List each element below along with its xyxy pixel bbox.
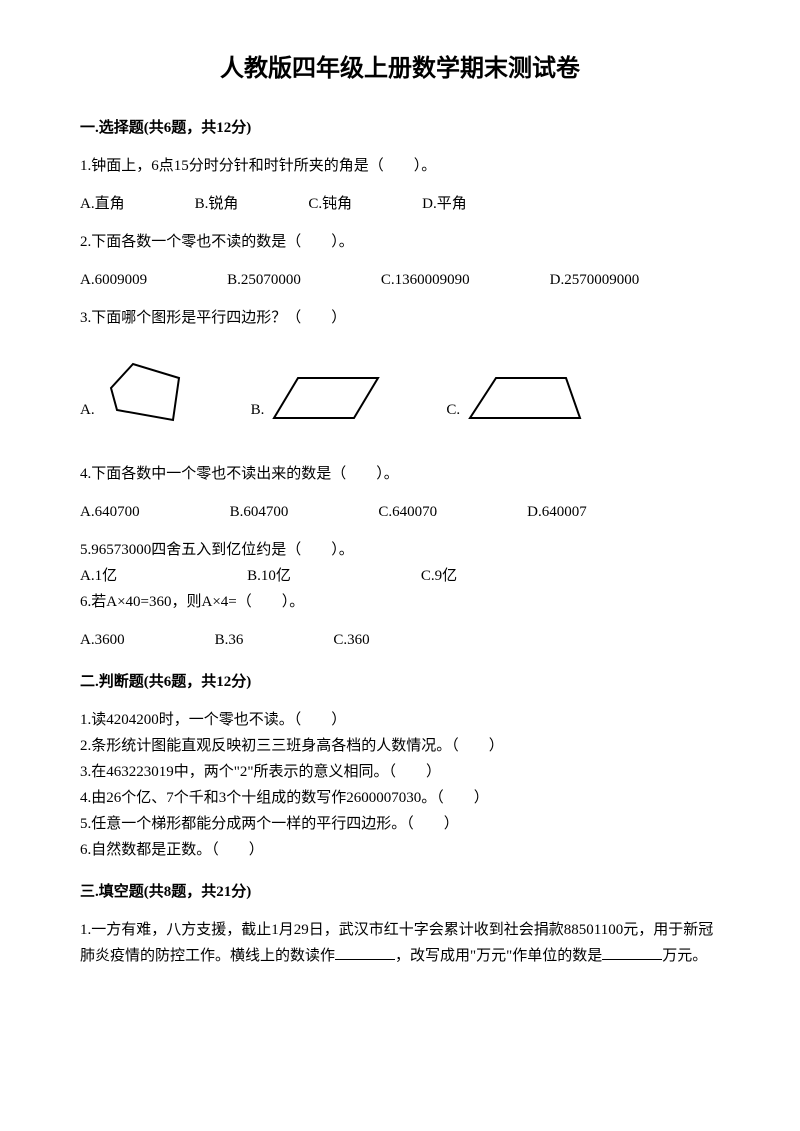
fill-q1: 1.一方有难，八方支援，截止1月29日，武汉市红十字会累计收到社会捐款88501… (80, 918, 720, 969)
pentagon-icon (101, 360, 191, 426)
q5-opt-c: C.9亿 (421, 564, 457, 588)
parallelogram-icon (270, 370, 386, 426)
fill-q1-part3: 万元。 (662, 948, 707, 964)
q6-text: 6.若A×40=360，则A×4=（ ）。 (80, 590, 720, 614)
section-2-header: 二.判断题(共6题，共12分) (80, 670, 720, 694)
section-1-header: 一.选择题(共6题，共12分) (80, 116, 720, 140)
q3-text: 3.下面哪个图形是平行四边形？（ ） (80, 306, 720, 330)
q1-opt-a: A.直角 (80, 192, 125, 216)
q1-opt-c: C.钝角 (308, 192, 352, 216)
q3-figure-c: C. (446, 370, 586, 426)
trapezoid-shape (470, 378, 580, 418)
q1-text: 1.钟面上，6点15分时分针和时针所夹的角是（ ）。 (80, 154, 720, 178)
q5-opt-a: A.1亿 (80, 564, 117, 588)
q4-opt-d: D.640007 (527, 500, 587, 524)
q6-opt-b: B.36 (215, 628, 244, 652)
fill-q1-part2: ，改写成用"万元"作单位的数是 (395, 948, 602, 964)
section-3-header: 三.填空题(共8题，共21分) (80, 880, 720, 904)
q3-figures: A. B. C. (80, 360, 720, 426)
pentagon-shape (111, 364, 179, 420)
q2-opt-c: C.1360009090 (381, 268, 470, 292)
q2-options: A.6009009 B.25070000 C.1360009090 D.2570… (80, 268, 720, 292)
fill-blank-1 (335, 945, 395, 960)
q1-opt-b: B.锐角 (195, 192, 239, 216)
q4-opt-a: A.640700 (80, 500, 140, 524)
q2-opt-b: B.25070000 (227, 268, 301, 292)
q6-opt-c: C.360 (333, 628, 369, 652)
q6-opt-a: A.3600 (80, 628, 125, 652)
page-title: 人教版四年级上册数学期末测试卷 (80, 50, 720, 88)
q5-options: A.1亿 B.10亿 C.9亿 (80, 564, 720, 588)
q4-opt-b: B.604700 (230, 500, 289, 524)
q3-label-c: C. (446, 398, 460, 426)
q4-text: 4.下面各数中一个零也不读出来的数是（ ）。 (80, 462, 720, 486)
q2-text: 2.下面各数一个零也不读的数是（ ）。 (80, 230, 720, 254)
q1-options: A.直角 B.锐角 C.钝角 D.平角 (80, 192, 720, 216)
fill-blank-2 (602, 945, 662, 960)
tf-1: 1.读4204200时，一个零也不读。（ ） (80, 708, 720, 732)
q3-figure-a: A. (80, 360, 191, 426)
q4-options: A.640700 B.604700 C.640070 D.640007 (80, 500, 720, 524)
tf-3: 3.在463223019中，两个"2"所表示的意义相同。（ ） (80, 760, 720, 784)
q1-opt-d: D.平角 (422, 192, 467, 216)
trapezoid-icon (466, 370, 586, 426)
q6-options: A.3600 B.36 C.360 (80, 628, 720, 652)
q4-opt-c: C.640070 (378, 500, 437, 524)
tf-2: 2.条形统计图能直观反映初三三班身高各档的人数情况。（ ） (80, 734, 720, 758)
q2-opt-a: A.6009009 (80, 268, 147, 292)
tf-5: 5.任意一个梯形都能分成两个一样的平行四边形。（ ） (80, 812, 720, 836)
q2-opt-d: D.2570009000 (550, 268, 640, 292)
q3-label-b: B. (251, 398, 265, 426)
q5-text: 5.96573000四舍五入到亿位约是（ ）。 (80, 538, 720, 562)
q5-opt-b: B.10亿 (247, 564, 291, 588)
tf-6: 6.自然数都是正数。（ ） (80, 838, 720, 862)
q3-label-a: A. (80, 398, 95, 426)
tf-4: 4.由26个亿、7个千和3个十组成的数写作2600007030。（ ） (80, 786, 720, 810)
q3-figure-b: B. (251, 370, 387, 426)
parallelogram-shape (274, 378, 378, 418)
